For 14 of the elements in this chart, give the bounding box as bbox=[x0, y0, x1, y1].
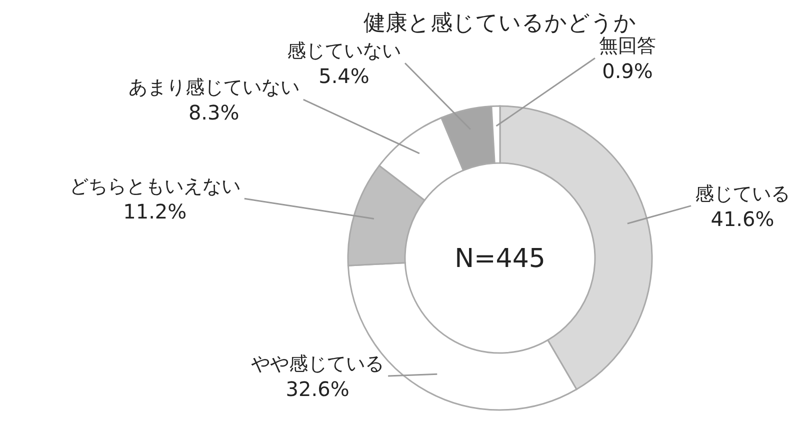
slice-label: あまり感じていない bbox=[128, 76, 300, 99]
data-label: 0.9% bbox=[602, 59, 653, 84]
data-label: 5.4% bbox=[318, 64, 370, 88]
data-label: 8.3% bbox=[188, 100, 240, 125]
slice-label: 感じている bbox=[695, 182, 790, 205]
data-label: 11.2% bbox=[123, 200, 187, 224]
slice-label: やや感じている bbox=[251, 353, 384, 375]
slice-label: 無回答 bbox=[599, 35, 656, 58]
text: N=445 bbox=[454, 244, 546, 274]
chart-title: 健康と感じているかどうか bbox=[364, 11, 636, 36]
slice-label: 感じていない bbox=[287, 40, 401, 62]
data-label: 32.6% bbox=[286, 377, 350, 401]
slice-label: どちらともいえない bbox=[69, 176, 240, 198]
data-label: 41.6% bbox=[710, 206, 774, 231]
